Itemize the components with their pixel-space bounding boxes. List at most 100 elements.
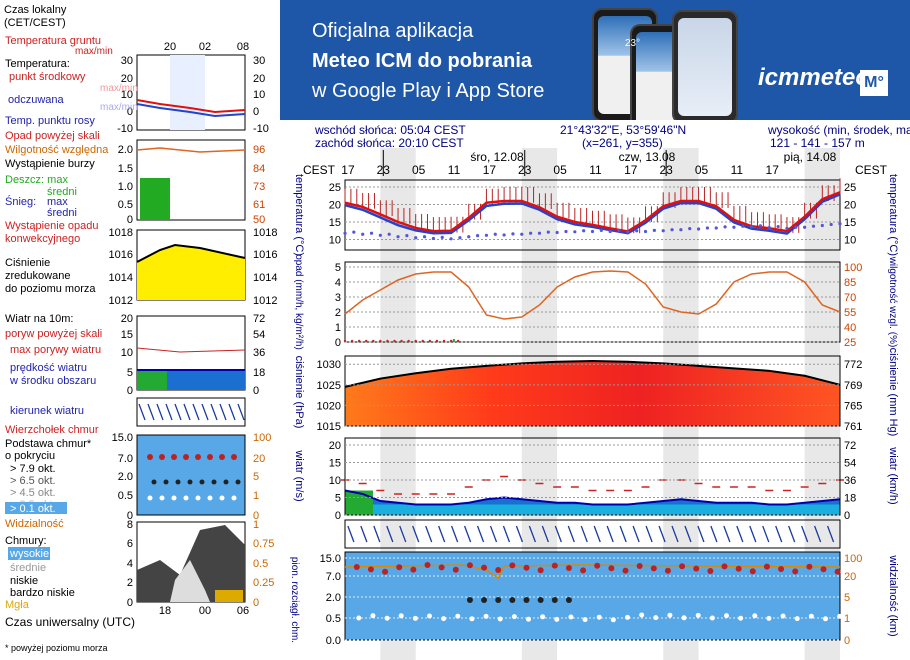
dewpoint-point	[758, 224, 763, 228]
legend-clouds-label: Chmury:	[5, 535, 47, 547]
cloud-base-dot	[410, 566, 417, 573]
cloud-base-dot	[367, 566, 374, 573]
precip-occurrence-dot	[365, 339, 368, 343]
promo-banner[interactable]: Oficjalna aplikacja Meteo ICM do pobrani…	[280, 0, 910, 120]
legend-temp-label: max/min	[100, 102, 138, 113]
cloud-base-dot	[452, 566, 459, 573]
legend-cloud-dot	[235, 479, 241, 485]
legend-clouds-tick-right: 1	[253, 519, 259, 531]
dewpoint-point	[582, 229, 586, 233]
pressure-tick-left: 1015	[317, 421, 341, 433]
legend-clouds-tick-right: 0.25	[253, 577, 274, 589]
dewpoint-point	[643, 229, 648, 234]
dewpoint-point	[617, 228, 621, 232]
cloud-base-dot	[610, 617, 616, 623]
legend-hour-bottom: 00	[199, 605, 211, 617]
cloud-base-dot	[724, 613, 729, 619]
cloud-base-dot	[481, 564, 488, 571]
legend-cloud-tick-left: 7.0	[118, 453, 133, 465]
wind-tick-right: 72	[844, 440, 856, 452]
dewpoint-point	[352, 230, 356, 234]
legend-temp-tick-left: 30	[121, 55, 133, 67]
wind-direction-arrow	[554, 525, 562, 543]
humidity-tick-right: 100	[844, 262, 862, 274]
dewpoint-point	[361, 232, 365, 236]
legend-temp-tick-right: 20	[253, 73, 265, 85]
cloud-base-dot	[523, 597, 530, 603]
day-label: śro, 12.08	[470, 150, 524, 164]
cloud-base-dot	[681, 615, 687, 621]
humidity-tick-right: 70	[844, 292, 856, 304]
temp-tick-right: 10	[844, 235, 856, 247]
wind-speed-line	[344, 489, 841, 506]
legend-temp-tick-right: 30	[253, 55, 265, 67]
dewpoint-point	[422, 235, 427, 239]
legend-cloud-top-label: Wierzchołek chmur	[5, 424, 99, 436]
cloud-base-dot	[639, 612, 645, 618]
cloud-base-dot	[738, 615, 744, 621]
legend-rain-bar	[140, 178, 170, 220]
hour-label: 11	[589, 163, 602, 177]
legend-temp-label: Temperatura gruntu	[5, 35, 101, 47]
cloud-base-dot	[735, 565, 742, 572]
dewpoint-point	[741, 224, 745, 228]
dewpoint-point	[511, 232, 515, 236]
cloud-base-dot	[707, 568, 714, 574]
visibility-tick-right: 20	[844, 571, 856, 583]
wind-direction-arrow	[697, 525, 705, 543]
wind-tick-left: 15	[329, 458, 341, 470]
humidity-tick-right: 55	[844, 307, 856, 319]
legend-wind-tick-left: 0	[127, 385, 133, 397]
wind-direction-arrow	[684, 525, 692, 543]
precip-occurrence-dot	[414, 339, 417, 343]
dewpoint-point	[493, 232, 497, 236]
legend-wind-tick-right: 54	[253, 329, 265, 341]
precip-occurrence-dot	[386, 339, 389, 343]
legend-clouds-tick-left: 6	[127, 538, 133, 550]
wind-direction-arrow	[632, 525, 640, 543]
pressure-tick-right: 765	[844, 400, 862, 412]
legend-winddir-label: kierunek wiatru	[10, 405, 84, 417]
legend-visibility-label: Widzialność	[5, 518, 64, 530]
legend-temp-tick-right: -10	[253, 123, 269, 135]
cloud-base-dot	[455, 613, 461, 619]
precip-occurrence-dot	[449, 339, 453, 343]
dewpoint-point	[679, 228, 683, 232]
tz-label-left: CEST	[303, 163, 336, 177]
precip-tick-left: 4	[335, 277, 341, 289]
hour-label: 17	[624, 163, 638, 177]
wind-direction-arrow	[619, 525, 627, 543]
precip-tick-left: 2	[335, 307, 341, 319]
dewpoint-point	[529, 231, 533, 235]
legend-cloud-dot	[159, 495, 165, 501]
cloud-panel-frame	[344, 551, 841, 641]
visibility-tick-right: 5	[844, 592, 850, 604]
dewpoint-point	[484, 233, 489, 237]
pressure-panel-frame	[344, 355, 841, 427]
cloud-base-dot	[526, 616, 531, 622]
banner-line-3: w Google Play i App Store	[312, 80, 545, 102]
pressure-tick-left: 1020	[317, 400, 341, 412]
temp-axis-title-left: temperatura (°C)	[293, 174, 305, 256]
dewpoint-point	[369, 231, 374, 235]
temp-tick-left: 10	[329, 235, 341, 247]
humidity-line	[344, 270, 841, 320]
wind-direction-arrow	[425, 525, 433, 543]
cloud-base-dot	[466, 562, 473, 569]
wind-panel-frame	[344, 437, 841, 516]
dewpoint-point	[564, 229, 568, 234]
wind-axis-title-left: wiatr (m/s)	[293, 449, 305, 501]
wind-direction-arrow	[749, 525, 757, 543]
dewpoint-point	[776, 224, 780, 229]
legend-cloud-dot	[199, 479, 205, 485]
cloud-tick-left: 0.0	[326, 635, 341, 647]
precip-occurrence-dot	[428, 339, 432, 343]
cloud-base-dot	[594, 562, 601, 569]
altitude-label: wysokość (min, środek, max)	[768, 123, 910, 137]
legend-cloud-tick-left: 15.0	[112, 432, 133, 444]
legend-cloud-dot	[195, 495, 201, 501]
cloud-base-dot	[582, 617, 588, 623]
precip-occurrence-dot	[400, 339, 403, 343]
legend-precip-tick-left: 2.0	[118, 144, 133, 156]
